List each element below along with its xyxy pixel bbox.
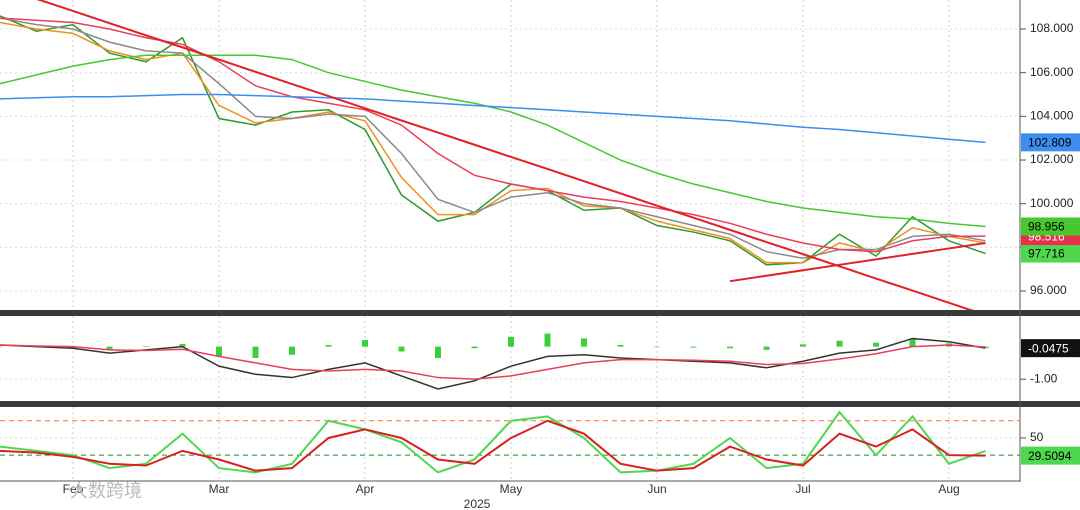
series-line (36, 0, 974, 310)
last-value-box (1021, 244, 1080, 263)
histogram-bar (325, 344, 332, 347)
y-tick-label: 106.000 (1030, 65, 1074, 79)
histogram-bar (727, 346, 733, 349)
last-value-label: -0.0475 (1028, 341, 1069, 355)
last-value-label: 102.809 (1028, 136, 1072, 150)
y-tick-label: 50 (1030, 430, 1044, 444)
last-value-box (1021, 446, 1080, 465)
histogram-bar (654, 346, 660, 348)
y-tick-label: 104.000 (1030, 109, 1074, 123)
series-line (0, 54, 986, 228)
series-line (0, 93, 986, 144)
histogram-bar (289, 346, 295, 355)
watermark: 大数跨境 (70, 481, 142, 501)
series-line (0, 17, 986, 260)
histogram-bar (763, 346, 770, 350)
last-value-label: 97.716 (1028, 247, 1065, 261)
y-tick-label: 102.000 (1030, 152, 1074, 166)
panel-divider (0, 310, 1080, 316)
series-line (0, 344, 986, 380)
histogram-bar (909, 338, 916, 347)
x-year-label: 2025 (464, 497, 491, 510)
panel-divider (0, 401, 1080, 407)
histogram-bar (0, 346, 3, 348)
series-line (729, 241, 986, 283)
last-value-box (1021, 133, 1080, 152)
y-tick-label: -1.00 (1030, 371, 1058, 385)
x-tick-label: Jun (647, 482, 666, 496)
histogram-bar (70, 346, 76, 349)
series-line (0, 410, 986, 474)
histogram-bar (544, 333, 551, 347)
x-tick-label: Apr (356, 482, 375, 496)
histogram-bar (179, 344, 186, 347)
last-value-label: 29.5094 (1028, 449, 1072, 463)
histogram-bar (873, 342, 879, 347)
y-tick-label: 96.000 (1030, 283, 1067, 297)
histogram-bar (398, 346, 405, 352)
plot-area (0, 0, 1020, 310)
y-tick-label: 108.000 (1030, 21, 1074, 35)
last-value-box (1021, 339, 1080, 358)
x-tick-label: May (500, 482, 523, 496)
x-tick-label: Aug (938, 482, 959, 496)
histogram-bar (471, 346, 478, 349)
histogram-bar (362, 340, 368, 347)
histogram-bar (836, 340, 843, 347)
histogram-bar (800, 344, 806, 347)
series-line (0, 419, 986, 472)
histogram-bar (143, 345, 149, 347)
y-tick-label: 100.000 (1030, 196, 1074, 210)
last-value-box (1021, 217, 1080, 236)
x-tick-label: Jul (795, 482, 810, 496)
series-line (0, 15, 986, 266)
histogram-bar (252, 346, 259, 359)
histogram-bar (982, 346, 989, 348)
histogram-bar (690, 346, 697, 348)
series-line (0, 337, 986, 390)
plot-area (0, 410, 1020, 474)
series-line (0, 21, 986, 264)
x-tick-label: Mar (209, 482, 230, 496)
histogram-bar (508, 336, 514, 347)
plot-area (0, 333, 1020, 390)
histogram-bar (617, 344, 624, 347)
histogram-bar (435, 346, 441, 359)
histogram-bar (216, 346, 222, 357)
last-value-label: 98.956 (1028, 220, 1065, 234)
histogram-bar (581, 338, 587, 347)
histogram-bar (106, 346, 113, 350)
x-tick-label: Feb (63, 482, 84, 496)
